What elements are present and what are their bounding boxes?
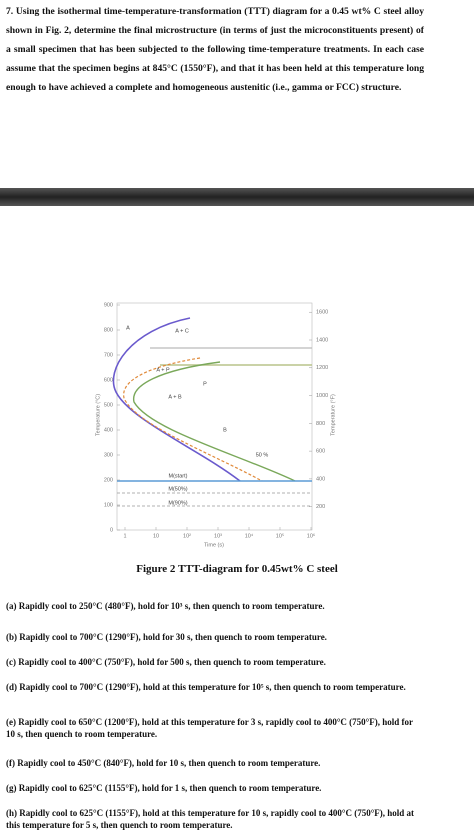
y-right-tick-label: 200 [316,504,325,510]
y-right-tick-label: 400 [316,476,325,482]
question-text: Using the isothermal time-temperature-tr… [6,6,424,93]
y-left-tick-label: 900 [104,302,113,308]
region-label: M(start) [169,473,188,479]
y-left-tick-label: 100 [104,502,113,508]
region-label: A [126,325,130,331]
treatment-item: (a) Rapidly cool to 250°C (480°F), hold … [6,601,325,611]
y-right-axis-label: Temperature (°F) [330,394,336,436]
treatment-item: (h) Rapidly cool to 625°C (1155°F), hold… [6,808,415,830]
treatment-item: (d) Rapidly cool to 700°C (1290°F), hold… [6,682,406,692]
x-axis-label: Time (s) [204,542,224,548]
x-tick-label: 1 [123,533,126,539]
region-label: M(90%) [168,500,187,506]
region-label: M(50%) [168,486,187,492]
x-tick-label: 10² [183,533,191,539]
y-left-axis-label: Temperature (°C) [95,394,101,436]
treatment-item: (f) Rapidly cool to 450°C (840°F), hold … [6,758,321,768]
question-number: 7. [6,6,14,17]
region-label: A + P [156,367,170,373]
figure: 9008007006005004003002001000160014001200… [0,188,474,548]
x-tick-label: 10⁵ [276,532,284,539]
treatment-item: (b) Rapidly cool to 700°C (1290°F), hold… [6,632,327,642]
treatment-item: (e) Rapidly cool to 650°C (1200°F), hold… [6,717,413,739]
treatment-item: (g) Rapidly cool to 625°C (1155°F), hold… [6,783,322,793]
half-curve [123,357,263,482]
x-tick-label: 10⁴ [245,532,254,539]
divider-band [0,188,474,206]
region-label: P [203,381,207,387]
y-left-tick-label: 300 [104,452,113,458]
region-label: A + B [168,394,182,400]
start-curve [112,317,241,482]
y-right-tick-label: 1200 [316,365,328,371]
treatment-item: (c) Rapidly cool to 400°C (750°F), hold … [6,657,326,667]
y-left-tick-label: 400 [104,427,113,433]
y-right-tick-label: 1400 [316,337,328,343]
question: 7. Using the isothermal time-temperature… [6,2,424,97]
y-right-tick-label: 1000 [316,393,328,399]
figure-caption: Figure 2 TTT-diagram for 0.45wt% C steel [136,563,338,575]
y-right-tick-label: 800 [316,421,325,427]
y-left-tick-label: 800 [104,327,113,333]
y-right-tick-label: 600 [316,449,325,455]
y-left-tick-label: 600 [104,377,113,383]
finish-curve [133,361,296,482]
y-left-tick-label: 700 [104,352,113,358]
region-label: 50 % [256,452,269,458]
region-label: A + C [175,328,189,334]
region-label: B [223,427,227,433]
x-tick-label: 10 [153,533,159,539]
y-right-tick-label: 1600 [316,310,328,316]
x-tick-label: 10⁶ [307,532,315,539]
y-left-tick-label: 200 [104,477,113,483]
y-left-tick-label: 500 [104,402,113,408]
plot-frame [116,302,313,531]
x-tick-label: 10³ [214,533,222,539]
y-left-tick-label: 0 [110,527,113,533]
